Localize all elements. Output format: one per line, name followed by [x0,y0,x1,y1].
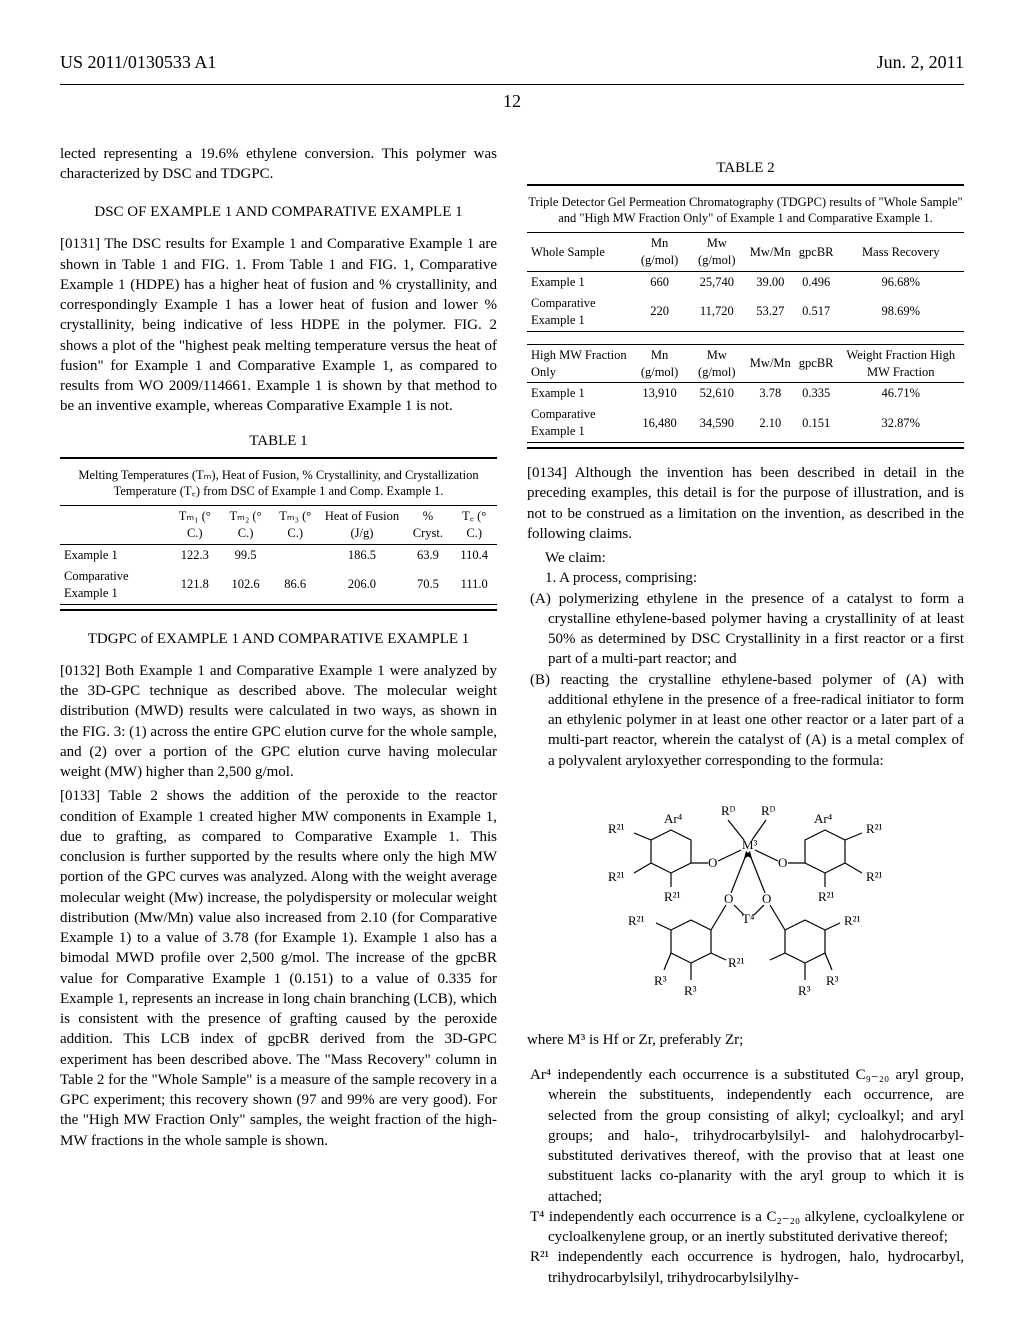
claim-1: 1. A process, comprising: [527,568,964,588]
page-header: US 2011/0130533 A1 Jun. 2, 2011 [60,50,964,74]
label-r3: R³ [654,973,667,988]
label-r21: R²¹ [664,889,681,904]
label-r21: R²¹ [866,821,883,836]
table1: Melting Temperatures (Tₘ), Heat of Fusio… [60,457,497,611]
we-claim: We claim: [527,548,964,568]
label-r21: R²¹ [844,913,861,928]
page-number: 12 [60,89,964,113]
def-ar4: Ar⁴ independently each occurrence is a s… [527,1065,964,1207]
table-row: Example 1 660 25,740 39.00 0.496 96.68% [527,272,964,293]
para-num: [0131] [60,236,100,252]
pub-number: US 2011/0130533 A1 [60,50,216,74]
table2-title: Triple Detector Gel Permeation Chromatog… [527,194,964,227]
label-ar4: Ar⁴ [814,811,833,826]
para-lead-in: lected representing a 19.6% ethylene con… [60,144,497,185]
label-rd: Rᴰ [761,803,776,818]
label-r3: R³ [798,983,811,998]
label-r3: R³ [684,983,697,998]
table-row: Comparative Example 1 121.8 102.6 86.6 2… [60,566,497,604]
para-0132: [0132] Both Example 1 and Comparative Ex… [60,661,497,783]
table-row: Example 1 122.3 99.5 186.5 63.9 110.4 [60,545,497,566]
para-0131: [0131] The DSC results for Example 1 and… [60,234,497,416]
label-o: O [778,855,787,870]
label-r21: R²¹ [608,869,625,884]
chemical-structure-diagram: M³ Rᴰ Rᴰ O O O O T⁴ Ar⁴ [527,785,964,1015]
heading-tdgpc: TDGPC of EXAMPLE 1 AND COMPARATIVE EXAMP… [60,629,497,649]
para-num: [0134] [527,465,567,481]
table2-caption: TABLE 2 [527,158,964,178]
left-column: lected representing a 19.6% ethylene con… [60,144,497,1288]
para-num: [0132] [60,663,100,679]
label-rd: Rᴰ [721,803,736,818]
table1-header-row: Tₘ₁ (° C.) Tₘ₂ (° C.) Tₘ₃ (° C.) Heat of… [60,506,497,545]
table2: Triple Detector Gel Permeation Chromatog… [527,184,964,449]
table-row: Comparative Example 1 16,480 34,590 2.10… [527,404,964,442]
label-r21: R²¹ [608,821,625,836]
def-r21: R²¹ independently each occurrence is hyd… [527,1247,964,1288]
claim-1a: (A) polymerizing ethylene in the presenc… [527,589,964,670]
table-row: Example 1 13,910 52,610 3.78 0.335 46.71… [527,383,964,404]
label-r21: R²¹ [728,955,745,970]
label-o: O [724,891,733,906]
label-t4: T⁴ [742,911,755,926]
label-r21: R²¹ [818,889,835,904]
label-ar4: Ar⁴ [664,811,683,826]
label-o: O [708,855,717,870]
claim-1b: (B) reacting the crystalline ethylene-ba… [527,670,964,771]
table2a-header-row: Whole Sample Mn (g/mol) Mw (g/mol) Mw/Mn… [527,233,964,272]
claims: We claim: 1. A process, comprising: (A) … [527,548,964,771]
label-o: O [762,891,771,906]
where-m3: where M³ is Hf or Zr, preferably Zr; [527,1030,964,1050]
table1-caption: TABLE 1 [60,431,497,451]
para-0133: [0133] Table 2 shows the addition of the… [60,786,497,1151]
label-r21: R²¹ [628,913,645,928]
label-r21: R²¹ [866,869,883,884]
table1-title: Melting Temperatures (Tₘ), Heat of Fusio… [60,467,497,500]
table-row: Comparative Example 1 220 11,720 53.27 0… [527,293,964,331]
table2b-header-row: High MW Fraction Only Mn (g/mol) Mw (g/m… [527,344,964,383]
label-r3: R³ [826,973,839,988]
right-column: TABLE 2 Triple Detector Gel Permeation C… [527,144,964,1288]
heading-dsc: DSC OF EXAMPLE 1 AND COMPARATIVE EXAMPLE… [60,202,497,222]
para-num: [0133] [60,788,100,804]
para-0134: [0134] Although the invention has been d… [527,463,964,544]
pub-date: Jun. 2, 2011 [877,50,964,74]
def-t4: T⁴ independently each occurrence is a C₂… [527,1207,964,1248]
